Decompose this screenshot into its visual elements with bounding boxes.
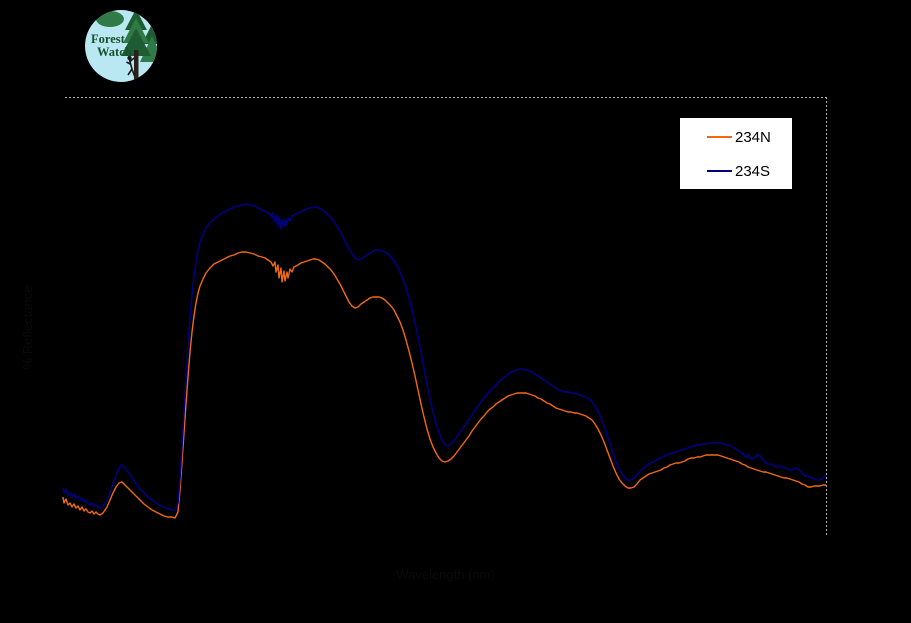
series-234s-line-swatch <box>707 170 732 172</box>
x-axis-label: Wavelength (nm) <box>396 567 495 582</box>
pine-tree-icon <box>96 10 157 80</box>
legend-label-234n: 234N <box>735 128 771 146</box>
climber-icon <box>126 55 136 77</box>
legend-label-234s: 234S <box>735 162 771 180</box>
logo-text-forest: Forest <box>91 32 126 46</box>
series-234n-line-swatch <box>707 136 732 138</box>
legend-item-234n: 234N <box>680 125 792 149</box>
legend: 234N 234S <box>680 118 792 189</box>
legend-item-234s: 234S <box>680 159 792 183</box>
logo-text-watch: Watch <box>97 45 132 59</box>
tree-trunk <box>134 50 139 80</box>
y-axis-label: % Reflectance <box>20 285 35 370</box>
forest-watch-logo: Forest Watch <box>85 10 157 82</box>
